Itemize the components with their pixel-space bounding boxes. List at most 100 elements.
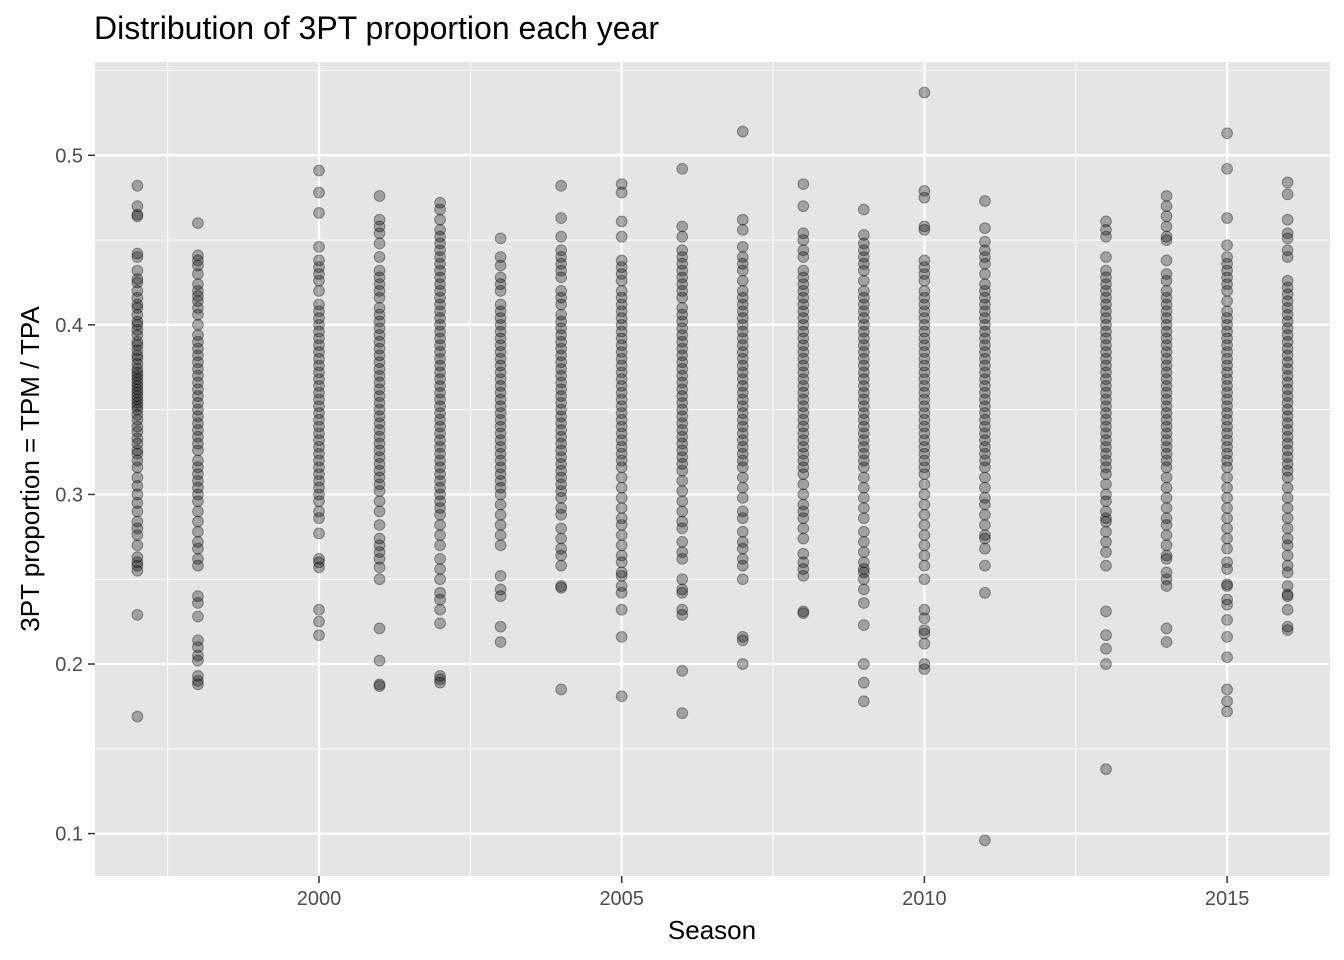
data-point bbox=[918, 393, 931, 406]
data-point bbox=[313, 366, 325, 379]
data-point bbox=[979, 481, 991, 494]
data-point bbox=[797, 305, 810, 318]
data-point bbox=[797, 200, 810, 213]
y-tick-label: 0.4 bbox=[55, 315, 83, 337]
data-point bbox=[1160, 491, 1173, 504]
data-point bbox=[434, 617, 446, 630]
data-point bbox=[615, 447, 628, 460]
data-point bbox=[1281, 512, 1294, 525]
data-point bbox=[857, 298, 870, 311]
data-point bbox=[918, 529, 931, 542]
data-point bbox=[373, 539, 386, 552]
data-point bbox=[373, 315, 386, 328]
data-point bbox=[131, 380, 144, 392]
data-point bbox=[1160, 400, 1173, 413]
data-point bbox=[192, 669, 204, 682]
data-point bbox=[857, 491, 870, 504]
data-point bbox=[797, 547, 810, 560]
data-point bbox=[615, 630, 628, 643]
data-point bbox=[676, 369, 689, 382]
data-point bbox=[313, 561, 325, 574]
data-point bbox=[736, 481, 749, 494]
x-tick-label: 2005 bbox=[599, 888, 644, 910]
data-point bbox=[797, 271, 810, 284]
data-point bbox=[615, 586, 628, 599]
data-point bbox=[192, 417, 204, 430]
data-point bbox=[131, 447, 144, 460]
data-point bbox=[494, 352, 507, 365]
data-point bbox=[1281, 403, 1294, 416]
data-point bbox=[373, 220, 386, 233]
data-point bbox=[857, 274, 870, 287]
data-point bbox=[736, 461, 749, 474]
data-point bbox=[434, 366, 446, 379]
data-point bbox=[1281, 437, 1294, 450]
data-point bbox=[857, 352, 870, 365]
data-point bbox=[434, 325, 446, 338]
data-point bbox=[313, 240, 325, 253]
data-point bbox=[131, 369, 144, 382]
data-point bbox=[131, 366, 144, 379]
data-point bbox=[615, 690, 628, 703]
data-point bbox=[857, 461, 870, 474]
data-point bbox=[434, 461, 446, 474]
data-point bbox=[676, 417, 689, 430]
data-point bbox=[373, 444, 386, 457]
data-point bbox=[373, 532, 386, 545]
data-point bbox=[131, 273, 144, 285]
data-point bbox=[555, 451, 568, 464]
data-point bbox=[1100, 658, 1112, 670]
data-point bbox=[1160, 305, 1173, 318]
data-point bbox=[918, 312, 931, 324]
data-point bbox=[797, 532, 810, 545]
data-point bbox=[192, 634, 204, 647]
data-point bbox=[615, 339, 628, 352]
data-point bbox=[434, 278, 446, 291]
data-point bbox=[979, 325, 991, 338]
data-point bbox=[555, 542, 568, 555]
data-point bbox=[131, 363, 144, 375]
data-point bbox=[736, 125, 749, 138]
data-point bbox=[434, 393, 446, 406]
data-point bbox=[676, 271, 689, 284]
data-point bbox=[918, 519, 931, 531]
data-point bbox=[1160, 380, 1173, 392]
data-point bbox=[1160, 461, 1173, 474]
data-point bbox=[373, 390, 386, 402]
data-point bbox=[313, 268, 325, 280]
data-point bbox=[676, 390, 689, 402]
data-point bbox=[434, 237, 446, 250]
data-point bbox=[494, 583, 507, 596]
data-point bbox=[373, 329, 386, 341]
data-point bbox=[1160, 393, 1173, 406]
data-point bbox=[1100, 332, 1112, 345]
data-point bbox=[676, 376, 689, 389]
data-point bbox=[736, 491, 749, 504]
data-point bbox=[676, 257, 689, 270]
data-point bbox=[857, 420, 870, 433]
data-point bbox=[434, 359, 446, 372]
data-point bbox=[313, 400, 325, 413]
data-point bbox=[555, 342, 568, 355]
data-point bbox=[857, 257, 870, 270]
data-point bbox=[494, 498, 507, 511]
data-point bbox=[1281, 188, 1294, 201]
data-point bbox=[615, 461, 628, 474]
data-point bbox=[615, 569, 628, 582]
data-point bbox=[918, 658, 931, 670]
x-axis: 2000 2005 2010 2015 bbox=[297, 876, 1249, 910]
data-point bbox=[555, 308, 568, 321]
data-point bbox=[676, 552, 689, 565]
data-point bbox=[192, 369, 204, 382]
data-point bbox=[918, 285, 931, 297]
data-point bbox=[979, 427, 991, 440]
data-point bbox=[1100, 512, 1112, 525]
data-point bbox=[979, 268, 991, 280]
data-point bbox=[434, 427, 446, 440]
data-point bbox=[918, 254, 931, 267]
data-point bbox=[736, 298, 749, 311]
data-point bbox=[736, 505, 749, 518]
data-point bbox=[979, 471, 991, 484]
data-point bbox=[736, 285, 749, 297]
data-point bbox=[131, 408, 144, 421]
